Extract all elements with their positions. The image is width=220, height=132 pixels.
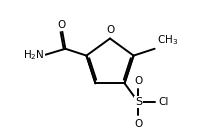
Text: O: O [106,25,114,35]
Text: Cl: Cl [158,97,168,107]
Text: S: S [135,97,142,107]
Text: O: O [57,20,65,30]
Text: O: O [134,119,143,129]
Text: H$_2$N: H$_2$N [22,48,44,62]
Text: CH$_3$: CH$_3$ [157,34,178,47]
Text: O: O [134,76,143,86]
